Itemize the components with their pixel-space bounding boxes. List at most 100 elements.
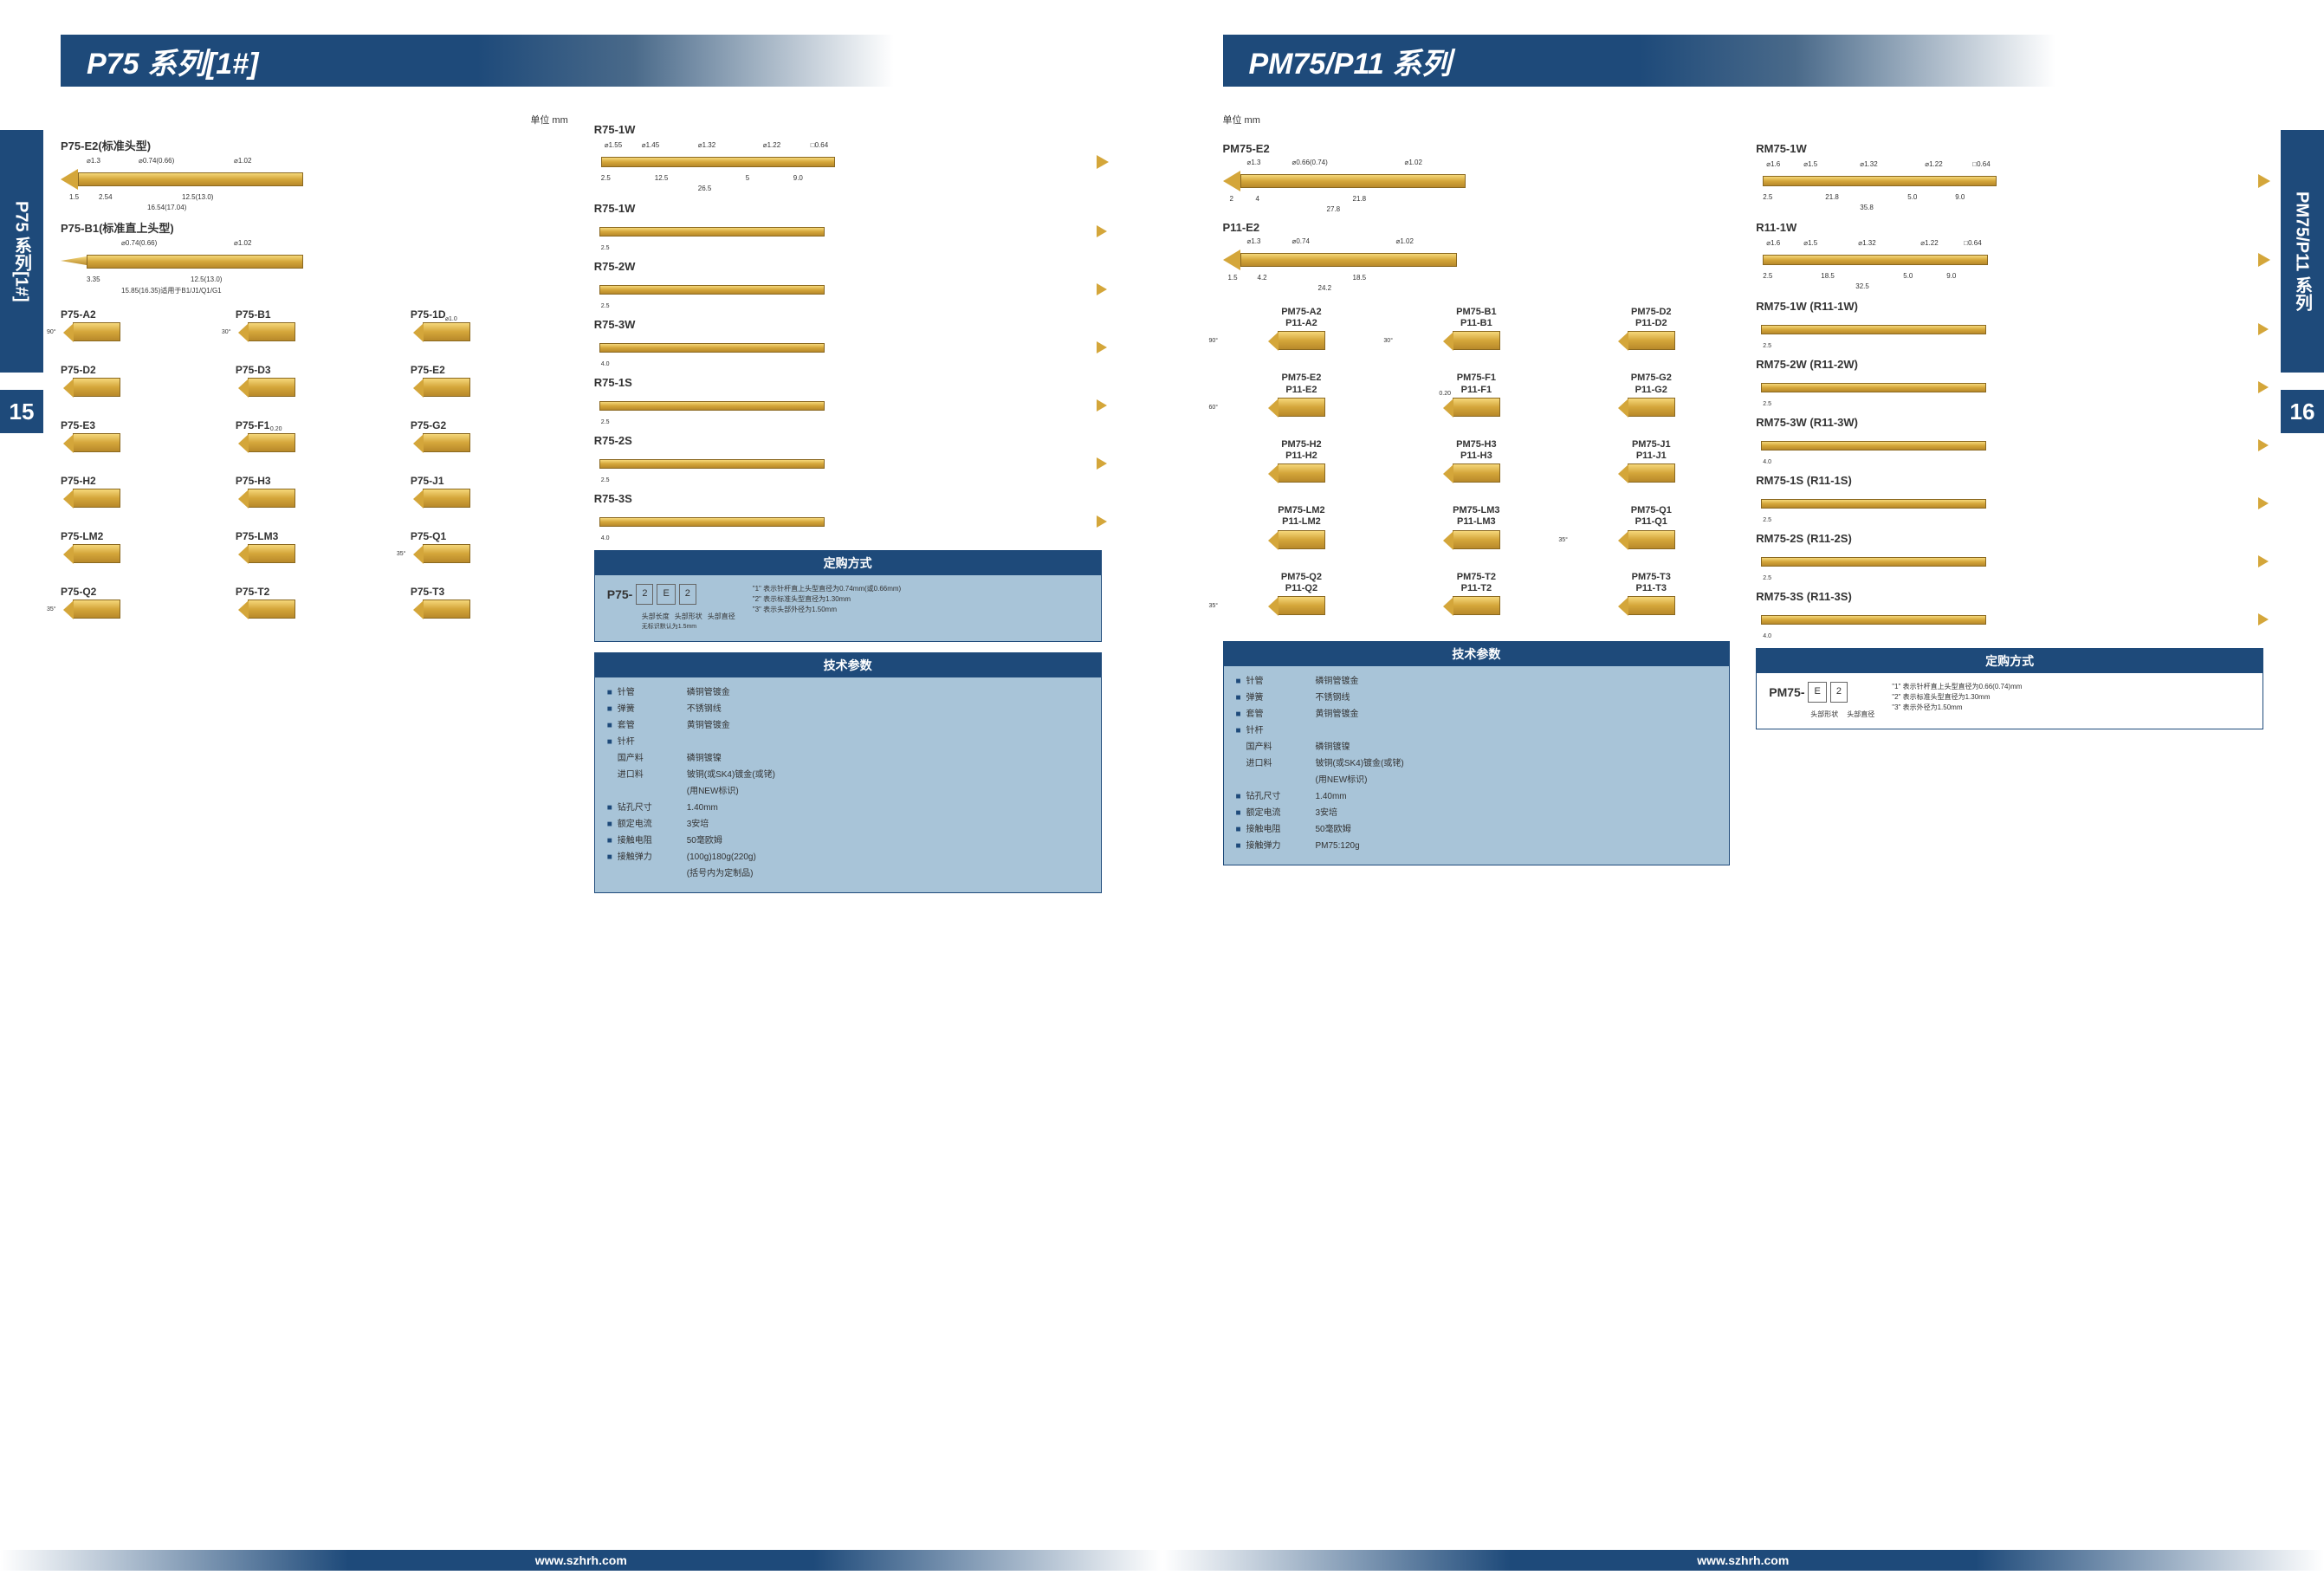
spec-row: (括号内为定制品) bbox=[607, 867, 1089, 881]
tip-item: P75-Q1 35° bbox=[411, 530, 568, 579]
receptacle-label: R75-2W bbox=[594, 260, 1102, 273]
tip-shape: 35° bbox=[1223, 596, 1381, 631]
tip-item: P75-G2 bbox=[411, 419, 568, 468]
left-col-receptacles: R75-1W ⌀1.55 ⌀1.45 ⌀1.32 ⌀1.22 □0.64 2.5… bbox=[594, 113, 1102, 893]
spec-row: (用NEW标识) bbox=[607, 785, 1089, 799]
tip-shape bbox=[236, 378, 393, 412]
tip-label: P75-E2 bbox=[411, 364, 568, 376]
tip-label: PM75-LM2P11-LM2 bbox=[1223, 505, 1381, 528]
spec-row: ■额定电流3安培 bbox=[607, 818, 1089, 832]
spec-row: ■针杆 bbox=[1236, 724, 1718, 738]
tip-label: P75-J1 bbox=[411, 475, 568, 487]
tip-label: PM75-LM3P11-LM3 bbox=[1397, 505, 1555, 528]
probe-drawing-p11e2: ⌀1.3 ⌀0.74 ⌀1.02 1.5 4.2 18.5 24.2 bbox=[1223, 237, 1731, 289]
tip-shape: 90° bbox=[61, 322, 218, 357]
receptacle-label: RM75-2W (R11-2W) bbox=[1756, 358, 2263, 371]
tip-shape bbox=[1572, 398, 1730, 432]
tip-label: PM75-B1P11-B1 bbox=[1397, 307, 1555, 329]
tip-label: PM75-Q2P11-Q2 bbox=[1223, 572, 1381, 594]
receptacle-drawing: 2.5 bbox=[1756, 316, 2263, 347]
tip-label: P75-E3 bbox=[61, 419, 218, 431]
right-col-probes: PM75-E2 ⌀1.3 ⌀0.66(0.74) ⌀1.02 2 4 21.8 … bbox=[1223, 132, 1731, 865]
receptacle-item: R75-3W 4.0 bbox=[594, 318, 1102, 366]
tip-label: P75-H3 bbox=[236, 475, 393, 487]
tip-label: P75-H2 bbox=[61, 475, 218, 487]
footer-left: www.szhrh.com bbox=[0, 1550, 1162, 1571]
spec-row: ■针管磷铜管镀金 bbox=[607, 686, 1089, 700]
tip-item: P75-E3 bbox=[61, 419, 218, 468]
page-number-left: 15 bbox=[0, 390, 43, 433]
receptacle-item: RM75-1W (R11-1W) 2.5 bbox=[1756, 300, 2263, 347]
tip-label: P75-A2 bbox=[61, 308, 218, 321]
spec-row: ■钻孔尺寸1.40mm bbox=[607, 801, 1089, 815]
receptacle-item: R75-3S 4.0 bbox=[594, 492, 1102, 540]
receptacle-drawing: 2.5 bbox=[1756, 490, 2263, 522]
tip-shape: 30° bbox=[1397, 331, 1555, 366]
receptacle-label: RM75-3W (R11-3W) bbox=[1756, 416, 2263, 429]
tip-label: P75-D2 bbox=[61, 364, 218, 376]
receptacle-drawing-r11: ⌀1.6 ⌀1.5 ⌀1.32 ⌀1.22 □0.64 2.5 18.5 5.0… bbox=[1756, 237, 2263, 289]
receptacle-label: R75-1S bbox=[594, 376, 1102, 389]
left-col-probes: 单位 mm P75-E2(标准头型) ⌀1.3 ⌀0.74(0.66) ⌀1.0… bbox=[61, 113, 568, 893]
tip-shape: 0.20 bbox=[1397, 398, 1555, 432]
footer-right: www.szhrh.com bbox=[1162, 1550, 2324, 1571]
tip-item: P75-J1 bbox=[411, 475, 568, 523]
receptacle-item: RM75-3S (R11-3S) 4.0 bbox=[1756, 590, 2263, 638]
tip-shape bbox=[1223, 530, 1381, 565]
tip-item: PM75-T2P11-T2 bbox=[1397, 572, 1555, 631]
receptacle-list: RM75-1W (R11-1W) 2.5 RM75-2W (R11-2W) 2.… bbox=[1756, 300, 2263, 638]
order-box-right: 定购方式 PM75- E 2 头部形状 头部直径 bbox=[1756, 648, 2263, 729]
tip-grid-left: P75-A2 90° P75-B1 30° P75-1D ⌀1.0 P75-D2… bbox=[61, 308, 568, 634]
receptacle-label: RM75-2S (R11-2S) bbox=[1756, 532, 2263, 545]
tip-label: PM75-Q1P11-Q1 bbox=[1572, 505, 1730, 528]
receptacle-label: R75-2S bbox=[594, 434, 1102, 447]
probe-label: P75-E2(标准头型) bbox=[61, 137, 568, 153]
tip-shape bbox=[61, 544, 218, 579]
receptacle-drawing: 4.0 bbox=[1756, 432, 2263, 463]
tip-label: PM75-A2P11-A2 bbox=[1223, 307, 1381, 329]
tip-shape: 35° bbox=[61, 600, 218, 634]
tip-item: P75-LM3 bbox=[236, 530, 393, 579]
tip-label: P75-1D bbox=[411, 308, 568, 321]
tip-item: P75-LM2 bbox=[61, 530, 218, 579]
tip-shape bbox=[1397, 530, 1555, 565]
tip-item: PM75-F1P11-F1 0.20 bbox=[1397, 373, 1555, 431]
tip-label: P75-T2 bbox=[236, 586, 393, 598]
receptacle-label: R11-1W bbox=[1756, 221, 2263, 234]
receptacle-label: R75-3S bbox=[594, 492, 1102, 505]
tip-shape: 35° bbox=[1572, 530, 1730, 565]
tip-shape bbox=[411, 489, 568, 523]
receptacle-drawing: 2.5 bbox=[1756, 374, 2263, 405]
probe-label: P75-B1(标准直上头型) bbox=[61, 219, 568, 236]
receptacle-drawing: 4.0 bbox=[1756, 606, 2263, 638]
tip-item: PM75-LM3P11-LM3 bbox=[1397, 505, 1555, 564]
tip-label: PM75-H2P11-H2 bbox=[1223, 439, 1381, 462]
tip-item: PM75-LM2P11-LM2 bbox=[1223, 505, 1381, 564]
spec-row: ■接触弹力PM75:120g bbox=[1236, 839, 1718, 853]
receptacle-drawing: 4.0 bbox=[594, 334, 1102, 366]
tip-item: P75-T2 bbox=[236, 586, 393, 634]
probe-drawing-pm75e2: ⌀1.3 ⌀0.66(0.74) ⌀1.02 2 4 21.8 27.8 bbox=[1223, 159, 1731, 211]
side-tab-left: P75 系列[1#] bbox=[0, 130, 43, 373]
tip-item: P75-F1 0.20 bbox=[236, 419, 393, 468]
tip-shape bbox=[61, 489, 218, 523]
tip-label: P75-LM3 bbox=[236, 530, 393, 542]
tip-shape bbox=[411, 378, 568, 412]
tip-shape: 0.20 bbox=[236, 433, 393, 468]
tip-item: P75-E2 bbox=[411, 364, 568, 412]
tip-shape bbox=[1572, 331, 1730, 366]
receptacle-item: R75-2S 2.5 bbox=[594, 434, 1102, 482]
tip-label: P75-Q1 bbox=[411, 530, 568, 542]
receptacle-item: R75-2W 2.5 bbox=[594, 260, 1102, 308]
order-diagram: PM75- E 2 bbox=[1769, 682, 1874, 703]
tip-label: P75-G2 bbox=[411, 419, 568, 431]
spec-row: ■接触弹力(100g)180g(220g) bbox=[607, 851, 1089, 865]
spec-row: ■针杆 bbox=[607, 736, 1089, 749]
receptacle-label: R75-1W bbox=[594, 202, 1102, 215]
spec-row: (用NEW标识) bbox=[1236, 774, 1718, 788]
tip-item: P75-A2 90° bbox=[61, 308, 218, 357]
tip-shape: 35° bbox=[411, 544, 568, 579]
receptacle-label: RM75-1W (R11-1W) bbox=[1756, 300, 2263, 313]
tip-grid-right: PM75-A2P11-A2 90° PM75-B1P11-B1 30° PM75… bbox=[1223, 307, 1731, 631]
tip-shape bbox=[1397, 463, 1555, 498]
